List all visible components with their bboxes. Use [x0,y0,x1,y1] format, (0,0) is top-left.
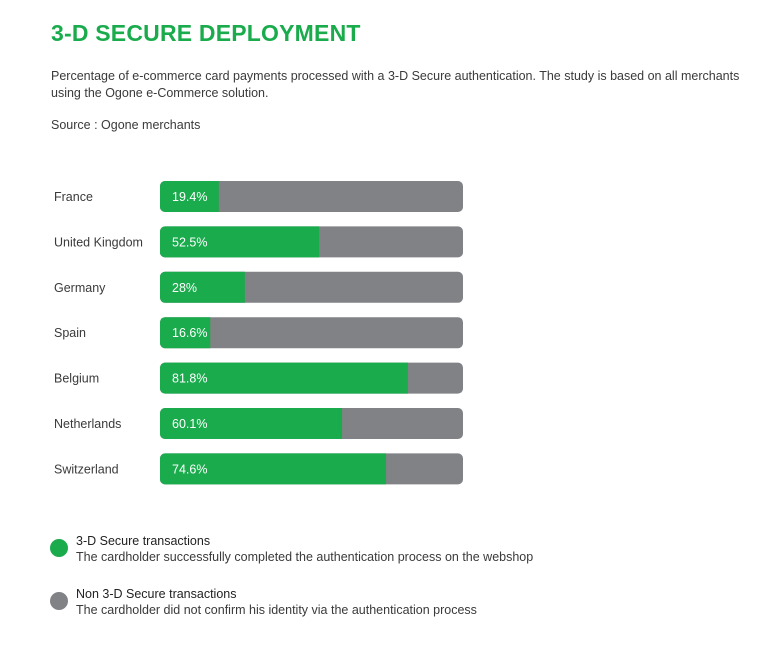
legend-desc-secure: The cardholder successfully completed th… [76,550,534,564]
legend-desc-non-secure: The cardholder did not confirm his ident… [76,603,477,617]
legend-title-non-secure: Non 3-D Secure transactions [76,587,237,601]
bar-secure-france [160,181,219,212]
data-label-spain: 16.6% [172,326,207,340]
category-label-france: France [54,190,93,204]
category-label-switzerland: Switzerland [54,462,119,476]
bar-non-secure-spain [160,317,463,349]
category-label-belgium: Belgium [54,372,99,386]
data-label-netherlands: 60.1% [172,417,207,431]
chart-title: 3-D SECURE DEPLOYMENT [51,20,361,46]
data-label-united-kingdom: 52.5% [172,235,207,249]
legend-title-secure: 3-D Secure transactions [76,534,211,548]
bar-secure-germany [160,271,245,303]
bar-non-secure-france [160,181,463,212]
data-label-switzerland: 74.6% [172,462,207,476]
bar-chart: France 19.4% United Kingdom 52.5% Germany 28%… [54,181,463,485]
category-label-united-kingdom: United Kingdom [54,235,143,249]
category-label-spain: Spain [54,326,86,340]
category-label-netherlands: Netherlands [54,417,121,431]
chart-subtitle: Percentage of e-commerce card payments p… [51,69,740,100]
data-label-germany: 28% [172,281,197,295]
legend-dot-non-secure [50,592,68,610]
bar-secure-spain [160,317,211,349]
bar-secure-switzerland [160,453,387,485]
data-label-france: 19.4% [172,190,207,204]
bar-secure-belgium [160,362,408,394]
bar-secure-united-kingdom [160,226,320,258]
legend-dot-secure [50,539,68,557]
category-label-germany: Germany [54,281,106,295]
bar-secure-netherlands [160,408,343,439]
data-label-belgium: 81.8% [172,372,207,386]
chart-source: Source : Ogone merchants [51,118,201,132]
